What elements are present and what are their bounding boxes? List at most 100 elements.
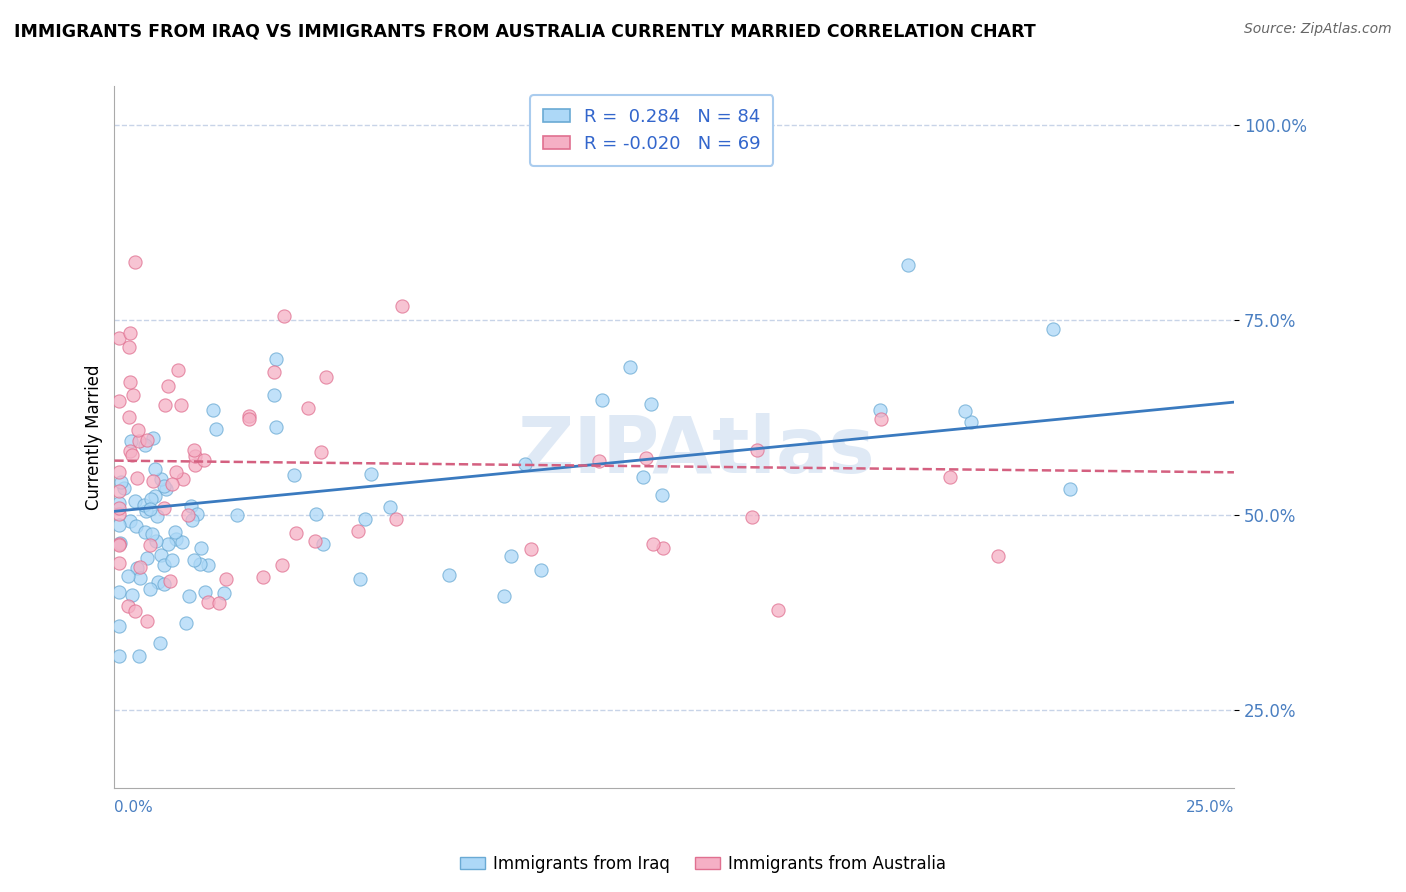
Point [153, 479, 176, 493]
Point [304, 533, 326, 548]
Point [193, 453, 215, 467]
Point [270, 558, 292, 573]
Point [312, 537, 335, 551]
Point [180, 513, 202, 527]
Text: IMMIGRANTS FROM IRAQ VS IMMIGRANTS FROM AUSTRALIA CURRENTLY MARRIED CORRELATION : IMMIGRANTS FROM IRAQ VS IMMIGRANTS FROM … [14, 22, 1036, 40]
Point [139, 582, 162, 597]
Point [146, 575, 169, 590]
Point [128, 648, 150, 663]
Point [238, 412, 260, 426]
Point [108, 331, 131, 345]
Point [360, 467, 382, 482]
Point [129, 560, 152, 574]
Text: Source: ZipAtlas.com: Source: ZipAtlas.com [1244, 22, 1392, 37]
Point [108, 556, 131, 570]
Point [959, 415, 981, 429]
Point [354, 511, 377, 525]
Point [153, 558, 176, 572]
Point [214, 572, 236, 586]
Point [128, 571, 150, 585]
Point [145, 534, 167, 549]
Point [634, 450, 657, 465]
Point [134, 438, 156, 452]
Legend: Immigrants from Iraq, Immigrants from Australia: Immigrants from Iraq, Immigrants from Au… [453, 848, 953, 880]
Point [149, 472, 172, 486]
Point [897, 258, 920, 272]
Point [641, 537, 664, 551]
Point [143, 461, 166, 475]
Point [108, 465, 131, 479]
Text: 0.0%: 0.0% [114, 800, 153, 814]
Point [225, 508, 247, 522]
Point [121, 448, 143, 462]
Point [108, 517, 131, 532]
Point [869, 403, 891, 417]
Point [869, 412, 891, 426]
Point [163, 525, 186, 540]
Point [190, 541, 212, 556]
Point [121, 588, 143, 602]
Point [146, 509, 169, 524]
Point [132, 499, 155, 513]
Point [212, 586, 235, 600]
Point [122, 388, 145, 402]
Point [987, 549, 1010, 564]
Point [188, 557, 211, 571]
Point [117, 599, 139, 613]
Point [170, 535, 193, 549]
Point [120, 434, 142, 448]
Point [588, 454, 610, 468]
Point [153, 500, 176, 515]
Point [378, 500, 401, 515]
Point [108, 584, 131, 599]
Point [194, 584, 217, 599]
Point [939, 469, 962, 483]
Point [120, 326, 142, 341]
Point [391, 299, 413, 313]
Point [108, 484, 131, 499]
Point [139, 502, 162, 516]
Point [108, 507, 131, 521]
Point [208, 595, 231, 609]
Point [108, 500, 131, 515]
Point [112, 481, 135, 495]
Point [766, 603, 789, 617]
Point [165, 533, 187, 547]
Point [437, 568, 460, 582]
Text: 25.0%: 25.0% [1185, 800, 1234, 814]
Point [263, 366, 285, 380]
Point [134, 524, 156, 539]
Point [591, 393, 613, 408]
Point [142, 474, 165, 488]
Point [197, 558, 219, 572]
Point [273, 310, 295, 324]
Point [156, 379, 179, 393]
Point [183, 449, 205, 463]
Point [117, 569, 139, 583]
Point [264, 351, 287, 366]
Y-axis label: Currently Married: Currently Married [86, 365, 103, 510]
Point [127, 471, 149, 485]
Point [160, 476, 183, 491]
Point [108, 496, 131, 510]
Point [150, 548, 173, 562]
Point [201, 403, 224, 417]
Point [283, 468, 305, 483]
Point [349, 572, 371, 586]
Point [153, 577, 176, 591]
Point [127, 423, 149, 437]
Point [108, 538, 131, 552]
Point [108, 393, 131, 408]
Point [651, 487, 673, 501]
Point [384, 512, 406, 526]
Point [127, 560, 149, 574]
Point [141, 527, 163, 541]
Point [530, 563, 553, 577]
Point [108, 648, 131, 663]
Point [297, 401, 319, 415]
Text: ZIPAtlas: ZIPAtlas [517, 413, 876, 490]
Point [118, 514, 141, 528]
Point [205, 422, 228, 436]
Point [125, 518, 148, 533]
Point [124, 604, 146, 618]
